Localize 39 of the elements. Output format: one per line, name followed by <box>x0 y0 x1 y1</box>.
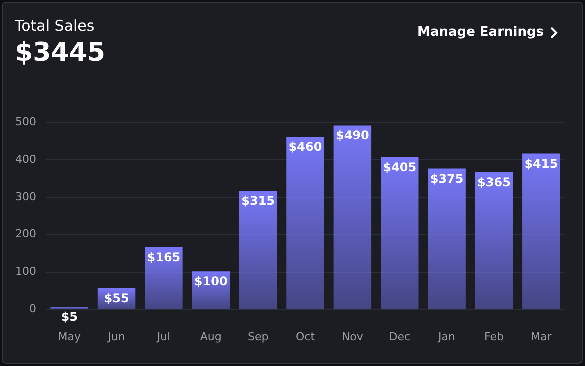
data-label: $165 <box>147 250 181 264</box>
y-tick-label: 0 <box>30 302 36 316</box>
data-label: $375 <box>430 172 464 186</box>
bar <box>334 126 372 309</box>
x-tick-label: Aug <box>200 330 222 344</box>
y-tick-label: 200 <box>16 228 36 241</box>
x-tick-label: Oct <box>296 330 316 344</box>
bar <box>475 172 514 309</box>
data-label: $405 <box>383 160 417 175</box>
data-label: $55 <box>104 291 130 306</box>
bar <box>286 136 324 309</box>
data-label: $315 <box>242 194 276 208</box>
y-tick-label: 500 <box>16 116 36 128</box>
x-tick-label: Jul <box>156 330 171 344</box>
data-label: $100 <box>194 274 228 289</box>
bar <box>428 168 466 309</box>
data-label: $460 <box>288 140 322 154</box>
x-tick-label: Jan <box>438 330 456 344</box>
data-label: $365 <box>478 175 511 190</box>
data-label: $5 <box>61 310 78 324</box>
bar <box>239 191 278 309</box>
x-tick-label: Sep <box>248 330 269 344</box>
text: Manage Earnings <box>418 25 544 40</box>
bar <box>145 247 183 309</box>
x-tick-label: Jun <box>107 330 126 344</box>
data-label: $490 <box>336 128 370 143</box>
chart-subtitle: $3445 <box>15 38 106 68</box>
x-tick-label: May <box>58 330 82 344</box>
y-tick-label: 400 <box>16 152 36 166</box>
x-tick-label: Feb <box>484 330 504 344</box>
x-tick-label: Dec <box>389 330 411 344</box>
x-tick-label: Nov <box>342 330 364 344</box>
y-tick-label: 300 <box>16 190 36 204</box>
bar <box>380 158 419 309</box>
y-tick-label: 100 <box>16 265 36 278</box>
bar <box>522 154 560 309</box>
data-label: $415 <box>524 156 558 171</box>
x-tick-label: Mar <box>531 330 552 344</box>
chart-title: Total Sales <box>14 17 95 35</box>
